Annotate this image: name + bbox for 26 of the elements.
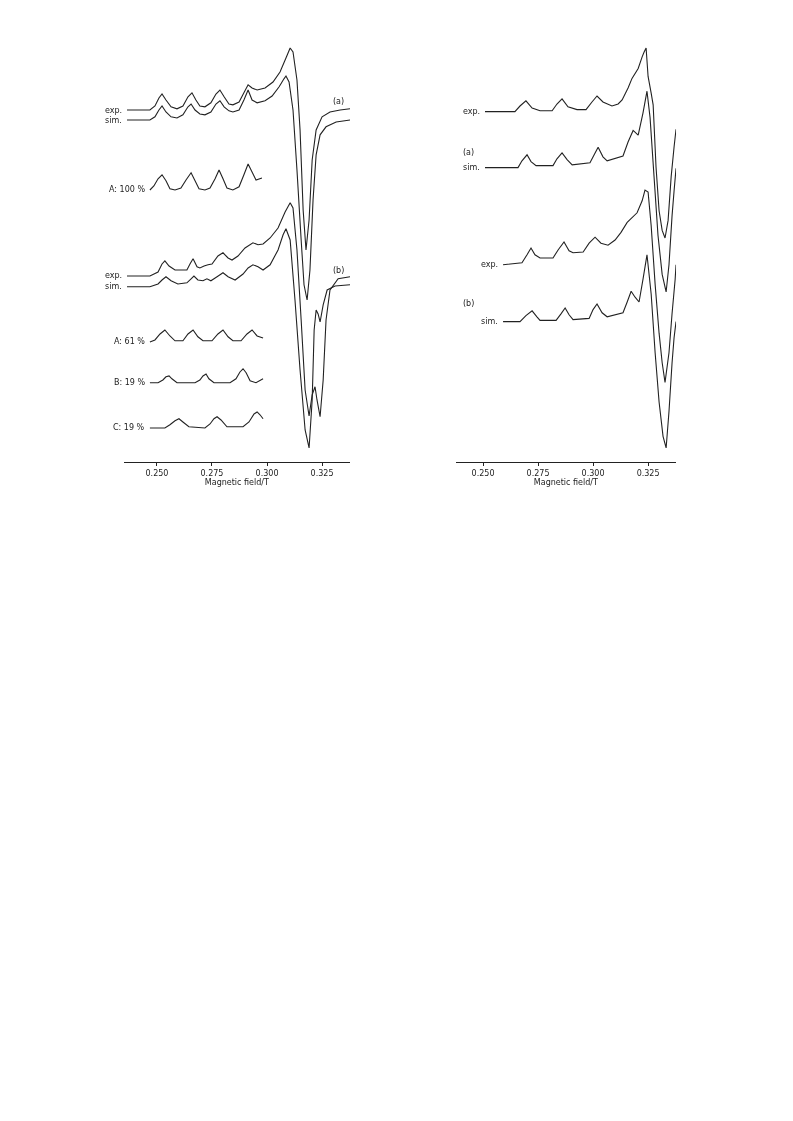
series-label: sim. (481, 317, 498, 326)
series-label: B: 19 % (114, 378, 146, 387)
annotation: (b) (463, 299, 475, 308)
series-label: A: 100 % (109, 185, 146, 194)
series-label: exp. (105, 106, 123, 115)
series-label: sim. (105, 116, 122, 125)
series-label: sim. (105, 282, 122, 291)
x-tick-label: 0.250 (145, 468, 169, 478)
x-tick-label: 0.250 (471, 468, 495, 478)
series-label: A: 61 % (114, 337, 146, 346)
annotation: (a) (463, 148, 475, 157)
series-label: sim. (463, 163, 480, 172)
x-tick-label: 0.300 (255, 468, 279, 478)
x-axis-title: Magnetic field/T (204, 477, 269, 487)
series-label: exp. (481, 260, 499, 269)
x-tick-label: 0.325 (636, 468, 660, 478)
x-axis-title: Magnetic field/T (533, 477, 598, 487)
series-label: exp. (463, 107, 481, 116)
x-tick-label: 0.275 (200, 468, 224, 478)
x-tick-label: 0.325 (310, 468, 334, 478)
annotation: (a) (333, 97, 345, 106)
series-label: exp. (105, 271, 123, 280)
annotation: (b) (333, 266, 345, 275)
series-label: C: 19 % (113, 423, 145, 432)
x-tick-label: 0.275 (526, 468, 550, 478)
x-tick-label: 0.300 (581, 468, 605, 478)
